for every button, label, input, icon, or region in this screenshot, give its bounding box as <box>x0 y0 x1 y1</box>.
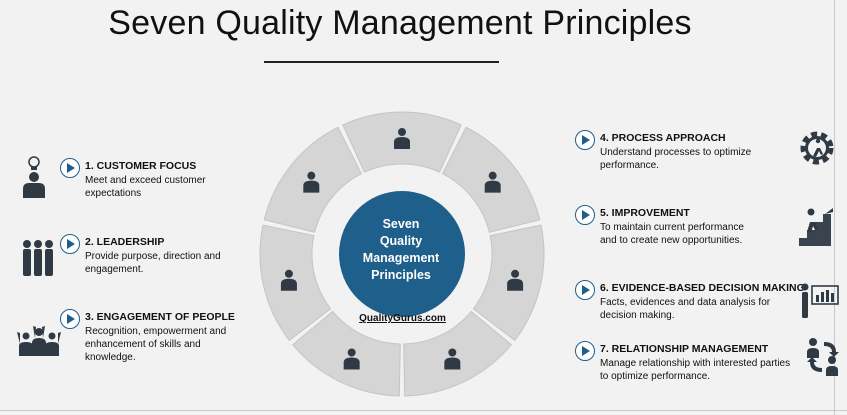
play-icon <box>60 309 80 329</box>
customer-icon <box>23 156 45 198</box>
center-line: Principles <box>371 268 431 282</box>
desc-line: to optimize performance. <box>600 371 711 382</box>
center-line: Seven <box>382 217 420 231</box>
center-label: Seven Quality Management Principles <box>340 216 462 284</box>
climbing-stairs-icon <box>799 208 833 246</box>
principle-title: 5. IMPROVEMENT <box>600 207 690 219</box>
page-title: Seven Quality Management Principles <box>108 4 692 42</box>
desc-line: Manage relationship with interested part… <box>600 358 791 369</box>
celebrating-people-icon <box>343 348 360 370</box>
principle-desc: Facts, evidences and data analysis for d… <box>600 296 770 322</box>
principle-title: 1. CUSTOMER FOCUS <box>85 160 197 172</box>
climbing-stairs-icon <box>484 171 501 193</box>
relationship-exchange-icon <box>807 338 839 376</box>
frame-border-right <box>834 0 835 415</box>
principle-title: 3. ENGAGEMENT OF PEOPLE <box>85 311 235 323</box>
team-icon <box>23 240 53 276</box>
desc-line: enhancement of skills and <box>85 339 201 350</box>
desc-line: Understand processes to optimize <box>600 147 752 158</box>
center-line: Management <box>362 251 440 265</box>
principle-5: 5. IMPROVEMENT To maintain current perfo… <box>575 205 800 250</box>
brand-link[interactable]: QualityGurus.com <box>359 313 446 324</box>
principle-6: 6. EVIDENCE-BASED DECISION MAKING Facts,… <box>575 280 805 325</box>
wheel-icons <box>280 128 524 370</box>
play-icon <box>575 280 595 300</box>
principle-1: 1. CUSTOMER FOCUS Meet and exceed custom… <box>60 158 260 203</box>
play-icon <box>60 234 80 254</box>
principle-title: 2. LEADERSHIP <box>85 236 165 248</box>
desc-line: knowledge. <box>85 352 136 363</box>
center-circle <box>339 191 465 317</box>
frame-border-bottom <box>0 410 847 411</box>
principle-3: 3. ENGAGEMENT OF PEOPLE Recognition, emp… <box>60 309 260 369</box>
desc-line: and to create new opportunities. <box>600 235 743 246</box>
principle-title: 6. EVIDENCE-BASED DECISION MAKING <box>600 282 805 294</box>
center-line: Quality <box>379 234 423 248</box>
principle-desc: To maintain current performance and to c… <box>600 221 744 247</box>
wheel-segment-5 <box>441 126 541 233</box>
desc-line: Provide purpose, direction and <box>85 251 221 262</box>
play-icon <box>575 130 595 150</box>
principles-wheel <box>259 111 545 397</box>
principle-title: 7. RELATIONSHIP MANAGEMENT <box>600 343 769 355</box>
principle-2: 2. LEADERSHIP Provide purpose, direction… <box>60 234 260 279</box>
desc-line: engagement. <box>85 264 144 275</box>
play-icon <box>575 341 595 361</box>
principle-desc: Meet and exceed customer expectations <box>85 174 206 200</box>
principle-title: 4. PROCESS APPROACH <box>600 132 726 144</box>
desc-line: Recognition, empowerment and <box>85 326 227 337</box>
title-underline <box>264 61 499 63</box>
desc-line: expectations <box>85 188 142 199</box>
team-icon <box>280 269 297 291</box>
gear-process-icon <box>394 128 410 149</box>
desc-line: Facts, evidences and data analysis for <box>600 297 771 308</box>
play-icon <box>60 158 80 178</box>
relationship-exchange-icon <box>444 348 461 370</box>
principle-desc: Recognition, empowerment and enhancement… <box>85 325 226 364</box>
celebrating-people-icon <box>17 326 61 356</box>
wheel-segment-7 <box>403 310 513 397</box>
principle-7: 7. RELATIONSHIP MANAGEMENT Manage relati… <box>575 341 800 386</box>
wheel-segment-1 <box>263 126 363 233</box>
customer-icon <box>303 171 320 193</box>
desc-line: To maintain current performance <box>600 222 744 233</box>
desc-line: Meet and exceed customer <box>85 175 206 186</box>
desc-line: decision making. <box>600 310 675 321</box>
desc-line: performance. <box>600 160 659 171</box>
gear-process-icon <box>800 131 834 165</box>
principle-desc: Manage relationship with interested part… <box>600 357 790 383</box>
presentation-chart-icon <box>801 283 839 318</box>
principle-4: 4. PROCESS APPROACH Understand processes… <box>575 130 800 175</box>
principle-desc: Provide purpose, direction and engagemen… <box>85 250 221 276</box>
play-icon <box>575 205 595 225</box>
principle-desc: Understand processes to optimize perform… <box>600 146 751 172</box>
presentation-chart-icon <box>507 269 524 291</box>
wheel-segment-3 <box>291 310 401 397</box>
